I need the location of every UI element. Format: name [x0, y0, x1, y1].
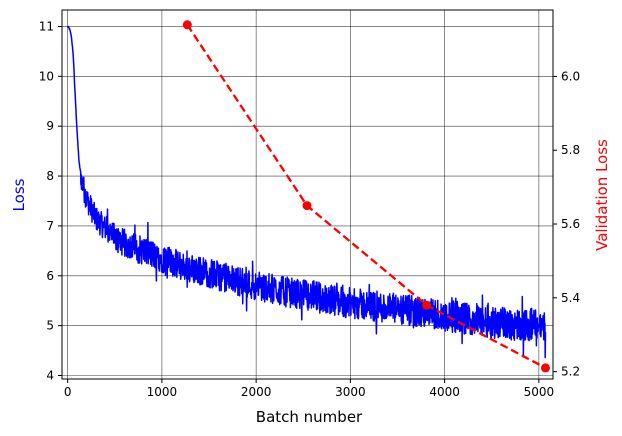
- x-tick-label: 1000: [147, 385, 178, 399]
- y-right-tick-label: 5.4: [561, 291, 580, 305]
- y-right-axis-label: Validation Loss: [593, 139, 611, 251]
- y-left-axis-ticks: 4 5 6 7 8 9 10 11: [39, 19, 62, 383]
- x-tick-label: 4000: [429, 385, 460, 399]
- x-tick-label: 2000: [241, 385, 272, 399]
- y-left-axis-label: Loss: [10, 178, 28, 211]
- validation-loss-point: [422, 300, 432, 310]
- x-tick-label: 5000: [524, 385, 555, 399]
- y-left-tick-label: 11: [39, 19, 54, 33]
- grid: [62, 10, 553, 379]
- y-left-tick-label: 5: [46, 319, 54, 333]
- y-right-axis-ticks: 5.2 5.4 5.6 5.8 6.0: [553, 69, 580, 379]
- x-axis-ticks: 0 1000 2000 3000 4000 5000: [64, 379, 554, 399]
- y-right-tick-label: 5.2: [561, 365, 580, 379]
- y-right-tick-label: 5.6: [561, 217, 580, 231]
- validation-loss-point: [302, 201, 312, 211]
- validation-loss-line: [186, 24, 547, 369]
- y-left-tick-label: 10: [39, 69, 54, 83]
- y-left-tick-label: 8: [46, 169, 54, 183]
- validation-loss-series: [182, 20, 550, 373]
- y-left-tick-label: 7: [46, 219, 54, 233]
- y-right-tick-label: 6.0: [561, 69, 580, 83]
- x-tick-label: 0: [64, 385, 72, 399]
- train-loss-series: [66, 25, 547, 359]
- plot-frame: [61, 9, 554, 380]
- y-left-tick-label: 4: [46, 369, 54, 383]
- y-left-tick-label: 9: [46, 119, 54, 133]
- x-axis-label: Batch number: [256, 408, 363, 426]
- validation-loss-point: [182, 20, 192, 30]
- y-left-tick-label: 6: [46, 269, 54, 283]
- y-right-tick-label: 5.8: [561, 143, 580, 157]
- train-loss-line: [66, 25, 547, 359]
- x-tick-label: 3000: [335, 385, 366, 399]
- validation-loss-point: [540, 363, 550, 373]
